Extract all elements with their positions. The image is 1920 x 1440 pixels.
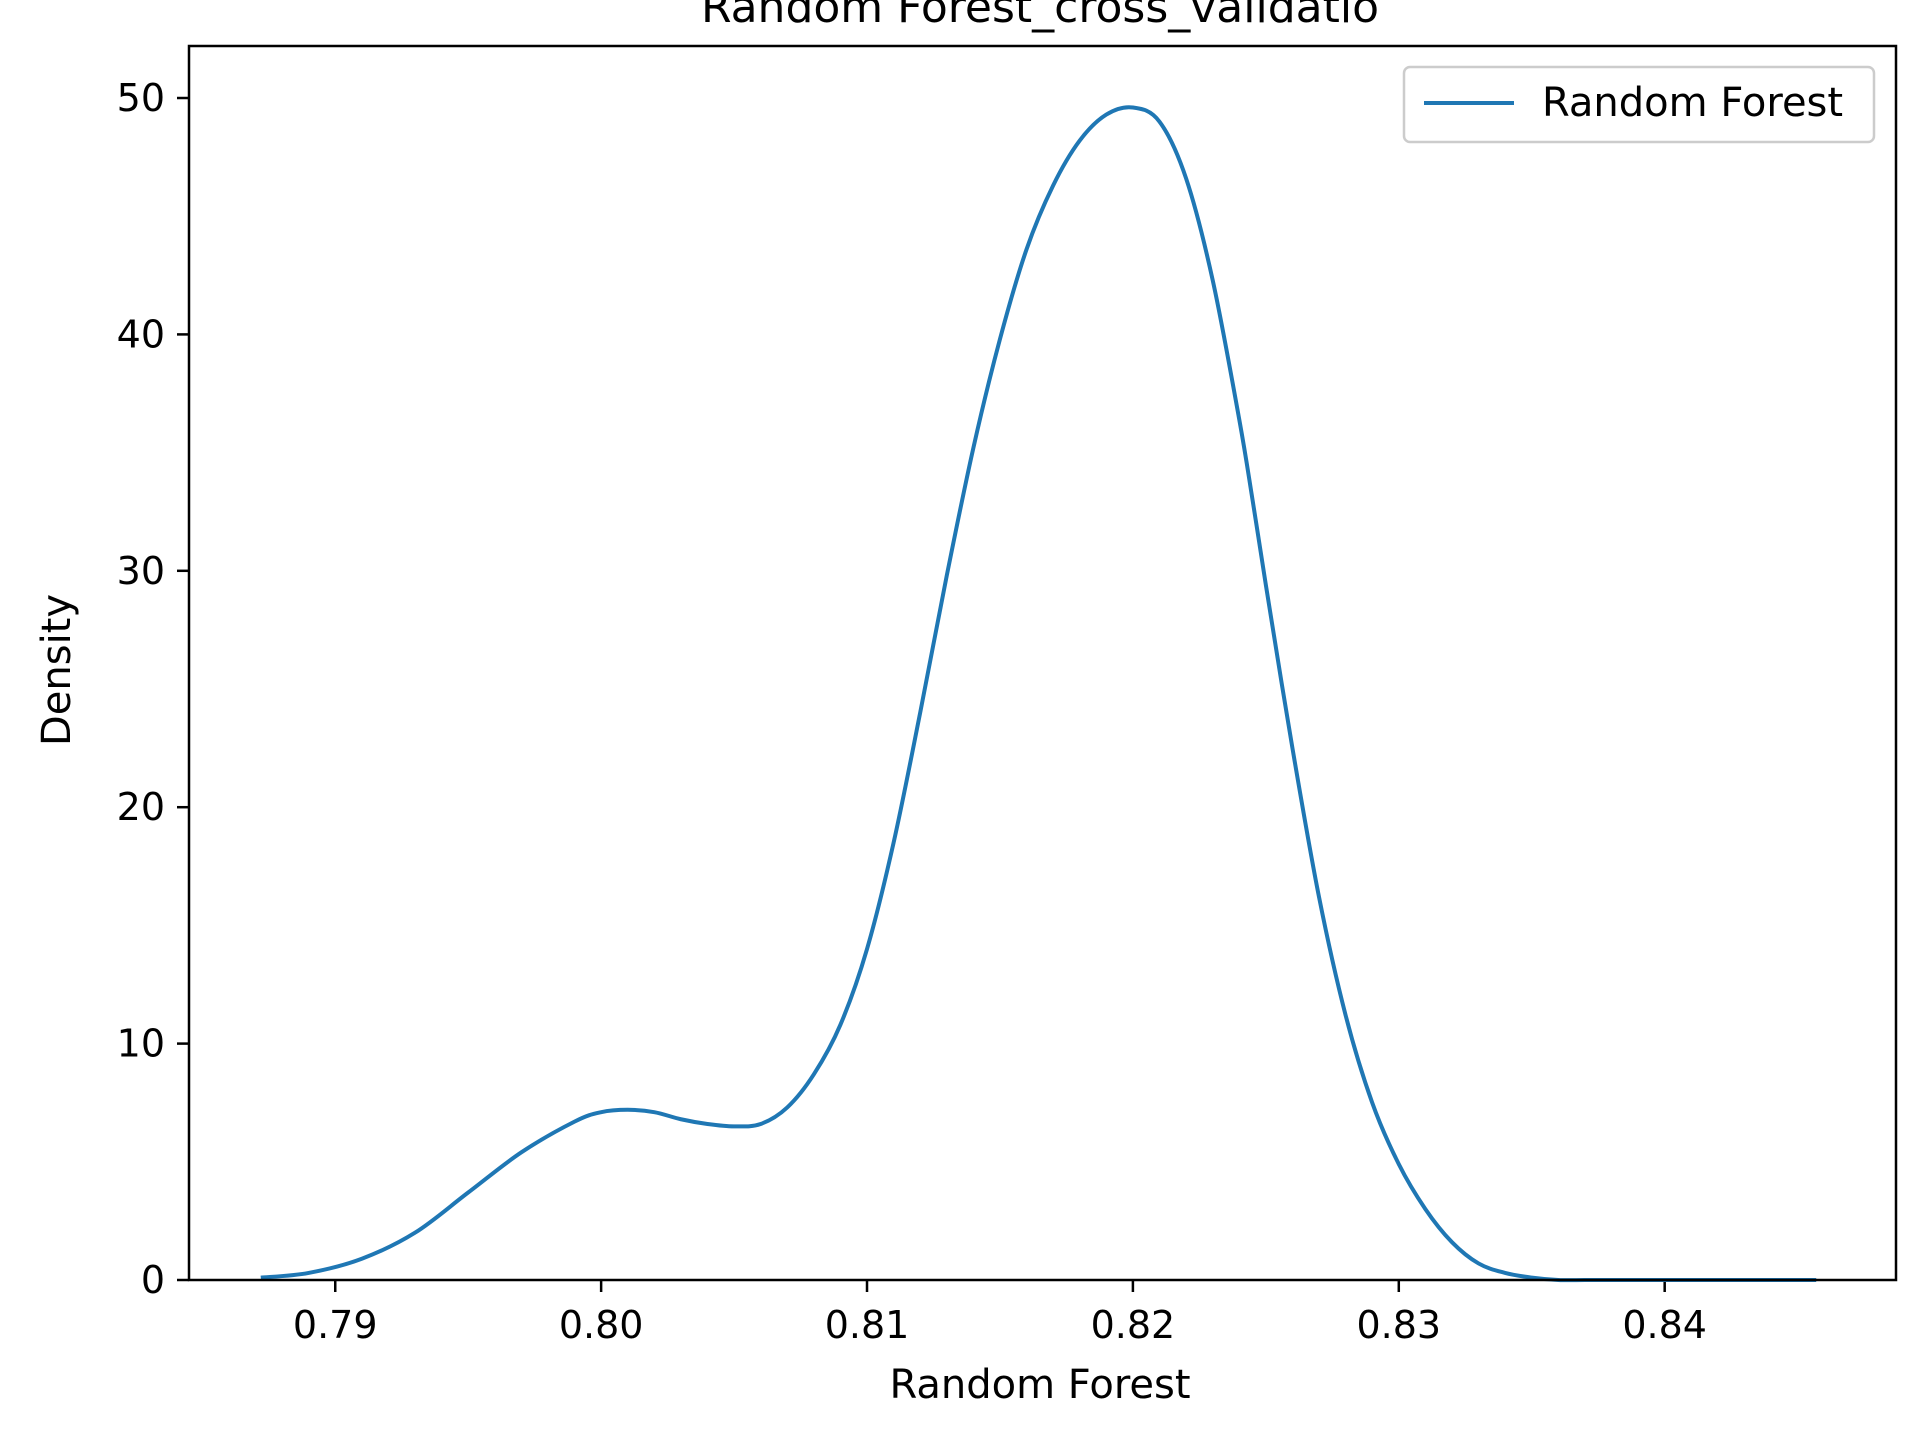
y-axis-label-group: Density <box>34 594 80 746</box>
x-tick-label: 0.80 <box>559 1303 644 1347</box>
x-tick-label: 0.81 <box>825 1303 910 1347</box>
series-line-random-forest <box>260 105 1817 1283</box>
y-tick-label: 0 <box>141 1258 165 1302</box>
chart-title: Random Forest_cross_validatio <box>701 0 1379 33</box>
y-tick-label: 50 <box>117 76 165 120</box>
y-tick-label: 30 <box>117 549 165 593</box>
legend-label: Random Forest <box>1542 80 1843 126</box>
x-tick-label: 0.79 <box>293 1303 378 1347</box>
y-tick-label: 40 <box>117 312 165 356</box>
legend: Random Forest <box>1402 65 1876 144</box>
x-tick-label: 0.83 <box>1356 1303 1441 1347</box>
legend-box <box>1402 65 1876 144</box>
plot-frame <box>187 44 1898 1282</box>
y-axis-label: Density <box>34 594 80 746</box>
x-axis-label: Random Forest <box>889 1362 1190 1408</box>
series-layer <box>260 105 1817 1283</box>
axis-ticks: 0.79 0.80 0.81 0.82 0.83 0.84 0 10 20 30 40 50 <box>117 76 1707 1347</box>
y-tick-label: 20 <box>117 785 165 829</box>
x-tick-label: 0.82 <box>1091 1303 1176 1347</box>
y-tick-label: 10 <box>117 1022 165 1066</box>
x-tick-label: 0.84 <box>1622 1303 1707 1347</box>
